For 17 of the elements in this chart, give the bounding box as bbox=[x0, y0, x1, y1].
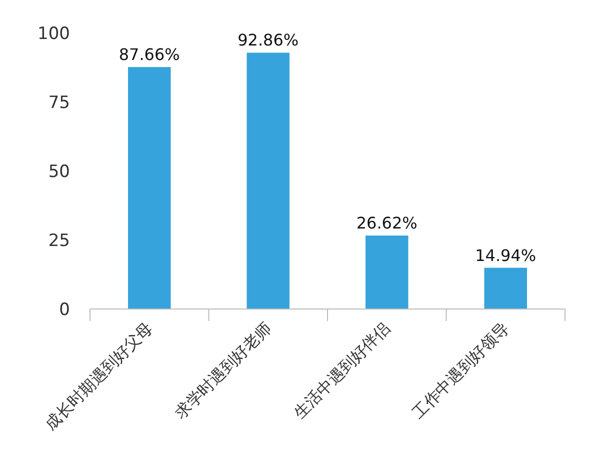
y-tick-label: 50 bbox=[48, 162, 70, 182]
data-label: 92.86% bbox=[238, 30, 299, 50]
bar bbox=[128, 67, 171, 309]
bar bbox=[366, 236, 408, 309]
data-label: 87.66% bbox=[118, 45, 180, 64]
x-tick-label: 求学时遇到好老师 bbox=[170, 318, 275, 422]
y-tick-label: 75 bbox=[48, 92, 70, 113]
x-tick-label: 工作中遇到好领导 bbox=[408, 318, 512, 422]
x-tick-label: 生活中遇到好伴侣 bbox=[290, 318, 394, 422]
y-tick-label: 0 bbox=[59, 300, 70, 320]
y-tick-label: 100 bbox=[38, 24, 70, 44]
bar bbox=[484, 268, 527, 309]
y-tick-label: 25 bbox=[48, 230, 70, 251]
data-label: 14.94% bbox=[475, 246, 536, 265]
data-label: 26.62% bbox=[356, 214, 418, 233]
x-tick-label: 成长时期遇到好父母 bbox=[40, 318, 156, 434]
bar bbox=[246, 52, 290, 309]
